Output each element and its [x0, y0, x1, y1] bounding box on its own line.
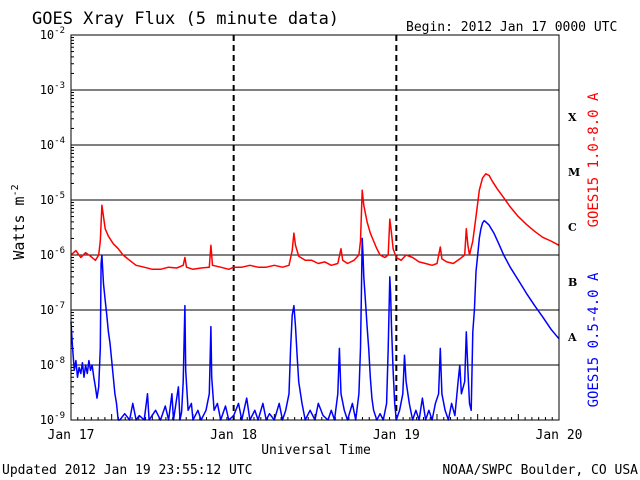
- x-axis-label: Universal Time: [261, 443, 371, 458]
- flare-class-label: A: [567, 331, 577, 344]
- x-tick-label: Jan 18: [210, 428, 257, 443]
- y-tick-label: 10-7: [40, 301, 65, 317]
- y-tick-labels: 10-210-310-410-510-610-710-810-9: [40, 26, 65, 427]
- y-tick-mantissa: 10: [40, 413, 54, 427]
- y-tick-label: 10-4: [40, 136, 65, 152]
- x-tick-label: Jan 19: [373, 428, 420, 443]
- axis-ticks: [71, 34, 553, 421]
- flare-class-label: C: [568, 221, 577, 234]
- y-tick-mantissa: 10: [40, 193, 54, 207]
- y-tick-exponent: -5: [54, 191, 65, 201]
- y-tick-mantissa: 10: [40, 303, 54, 317]
- plot-frame: [70, 34, 560, 421]
- y-tick-exponent: -2: [54, 26, 65, 36]
- y-tick-exponent: -8: [54, 356, 65, 366]
- y-tick-label: 10-9: [40, 411, 65, 427]
- y-tick-mantissa: 10: [40, 28, 54, 42]
- flare-class-label: B: [568, 276, 577, 289]
- y-axis-label: Watts m-2: [10, 184, 28, 259]
- x-tick-label: Jan 20: [536, 428, 583, 443]
- data-series: [70, 173, 560, 421]
- y-axis-label-text: Watts m: [10, 196, 28, 259]
- series-label-short: GOES15 0.5-4.0 A: [586, 272, 602, 407]
- begin-label: Begin: 2012 Jan 17 0000 UTC: [406, 20, 617, 35]
- x-tick-label: Jan 17: [48, 428, 95, 443]
- series-line-short: [70, 219, 560, 421]
- y-tick-label: 10-3: [40, 81, 65, 97]
- y-tick-label: 10-2: [40, 26, 65, 42]
- grid-lines: [71, 35, 559, 420]
- updated-timestamp: Updated 2012 Jan 19 23:55:12 UTC: [2, 463, 252, 478]
- series-line-long: [70, 173, 560, 271]
- credit-text: NOAA/SWPC Boulder, CO USA: [442, 463, 638, 478]
- svg-text:Watts m-2: Watts m-2: [10, 184, 28, 259]
- flare-class-labels: X M C B A: [567, 111, 580, 344]
- y-tick-label: 10-8: [40, 356, 65, 372]
- y-tick-mantissa: 10: [40, 138, 54, 152]
- y-tick-exponent: -6: [54, 246, 65, 256]
- y-tick-mantissa: 10: [40, 248, 54, 262]
- y-tick-exponent: -7: [54, 301, 65, 311]
- y-axis-label-exponent: -2: [10, 184, 21, 196]
- y-tick-exponent: -3: [54, 81, 65, 91]
- y-tick-mantissa: 10: [40, 83, 54, 97]
- flare-class-label: X: [568, 111, 577, 124]
- x-tick-labels: Jan 17 Jan 18 Jan 19 Jan 20: [48, 428, 583, 443]
- flare-class-label: M: [568, 166, 580, 179]
- y-tick-mantissa: 10: [40, 358, 54, 372]
- y-tick-label: 10-5: [40, 191, 65, 207]
- chart-title: GOES Xray Flux (5 minute data): [32, 9, 339, 29]
- series-label-long: GOES15 1.0-8.0 A: [586, 92, 602, 227]
- y-tick-exponent: -9: [54, 411, 65, 421]
- y-tick-label: 10-6: [40, 246, 65, 262]
- y-tick-exponent: -4: [54, 136, 65, 146]
